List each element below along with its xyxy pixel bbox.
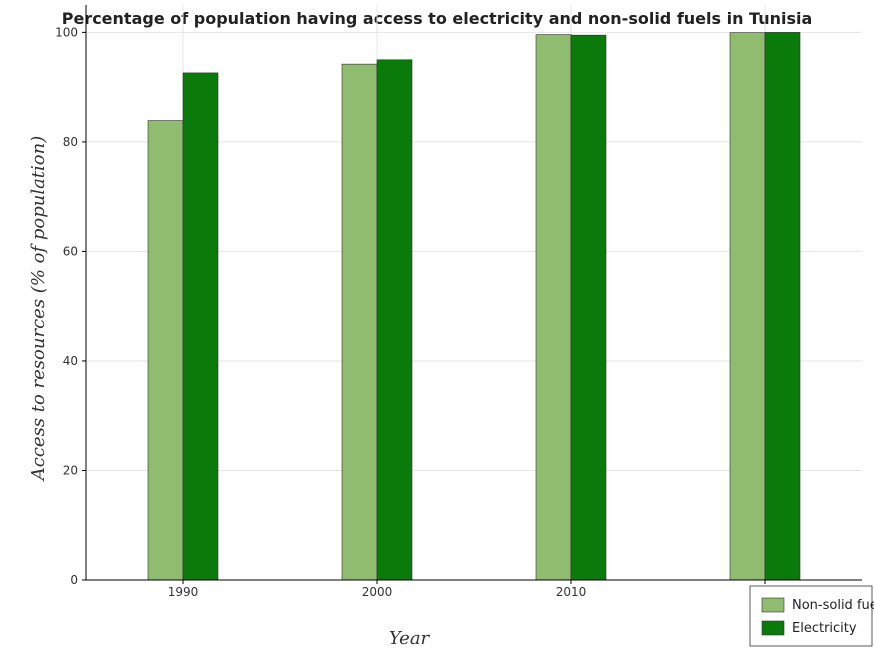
bar-non-solid-fuel [535, 34, 572, 581]
bar-electricity [376, 59, 413, 581]
y-tick-label: 20 [63, 463, 78, 477]
legend: Non-solid fuel Electricity [749, 585, 874, 647]
x-tick-label: 1990 [168, 585, 199, 599]
x-tick-label: 2010 [556, 585, 587, 599]
legend-label: Non-solid fuel [792, 598, 874, 613]
legend-swatch [761, 620, 785, 636]
x-tick-label: 2000 [362, 585, 393, 599]
axes [82, 5, 862, 584]
bar-electricity [182, 72, 219, 581]
bar-non-solid-fuel [147, 120, 184, 581]
y-tick-label: 80 [63, 135, 78, 149]
bar-non-solid-fuel [729, 32, 766, 581]
y-tick-label: 0 [70, 573, 78, 587]
legend-box [749, 585, 873, 647]
y-tick-label: 60 [63, 244, 78, 258]
bar-electricity [570, 34, 607, 581]
y-tick-label: 100 [55, 25, 78, 39]
bar-electricity [764, 32, 801, 581]
legend-label: Electricity [792, 621, 857, 636]
chart-title: Percentage of population having access t… [62, 9, 813, 28]
bars [147, 32, 801, 581]
x-axis-label: Year [389, 628, 431, 649]
y-tick-label: 40 [63, 354, 78, 368]
y-axis-label: Access to resources (% of population) [28, 136, 49, 483]
bar-non-solid-fuel [341, 63, 378, 581]
legend-swatch [761, 597, 785, 613]
